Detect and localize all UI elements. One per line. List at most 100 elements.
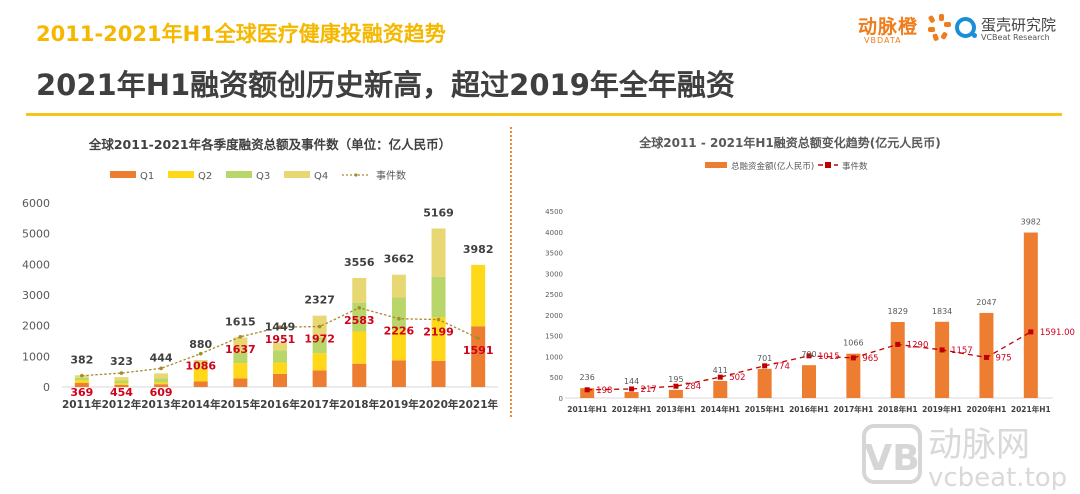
events-point (159, 366, 163, 371)
x-tick-label: 2013年H1 (656, 404, 696, 414)
x-tick-label: 2015年H1 (745, 404, 785, 414)
bar-value-label: 1066 (843, 339, 863, 348)
total-label: 323 (110, 355, 133, 368)
events-value-label: 1015 (818, 352, 840, 362)
events-value-label: 975 (995, 353, 1011, 363)
events-value-label: 217 (641, 385, 657, 395)
events-label: 609 (150, 386, 173, 399)
x-tick-label: 2016年 (260, 398, 300, 411)
x-tick-label: 2012年H1 (612, 404, 652, 414)
x-tick-label: 2020年H1 (967, 404, 1007, 414)
vcbeat-logo-cn: 蛋壳研究院 (981, 16, 1057, 34)
bar-funding (935, 321, 950, 398)
x-tick-label: 2014年 (181, 398, 221, 411)
x-tick-label: 2017年H1 (833, 404, 873, 414)
bar-segment-q2 (114, 383, 129, 385)
events-label: 1591 (463, 344, 494, 357)
y-tick-label: 5000 (22, 228, 50, 241)
chart-legend: Q1 Q2 Q3 Q4 事件数 (110, 169, 406, 182)
events-point (278, 325, 282, 329)
bar-segment-q3 (273, 350, 287, 363)
legend-swatch-q2 (168, 171, 194, 178)
events-point (119, 371, 124, 375)
events-line-path (81, 307, 479, 377)
events-point (317, 324, 322, 329)
bar-value-label: 1829 (888, 307, 908, 316)
quarterly-funding-chart: 全球2011-2021年各季度融资总额及事件数（单位：亿人民币） Q1 Q2 Q3 Q… (22, 137, 499, 411)
legend-swatch-q4 (284, 171, 310, 178)
bar-value-label: 790 (801, 350, 816, 359)
bar-segment-q2 (74, 380, 89, 384)
data-labels: 382 323 444 880 1615 1449 2327 3556 3662 5169 3982… (70, 206, 493, 399)
events-value-label: 774 (774, 362, 790, 372)
legend-label-funding: 总融资金额(亿人民币) (731, 161, 814, 172)
y-tick-label: 3000 (545, 270, 563, 278)
x-tick-label: 2019年 (379, 398, 419, 411)
x-tick-label: 2021年H1 (1011, 404, 1051, 414)
watermark-mark-icon (862, 424, 922, 484)
total-label: 3982 (463, 243, 494, 256)
y-axis: 0 500 1000 1500 2000 2500 3000 3500 4000 4500 (545, 208, 563, 403)
events-point (629, 386, 635, 392)
bar-segment-q4 (193, 360, 208, 368)
bar-segment-q2 (273, 362, 287, 374)
legend-marker-events (354, 173, 358, 177)
data-labels: 236 144 195 411 701 790 1066 1829 1834 2047 3982 19… (580, 218, 1075, 396)
y-tick-label: 500 (550, 374, 563, 382)
x-axis: 2011年 2012年 2013年 2014年 2015年 2016年 2017年 2018年… (62, 398, 499, 411)
y-tick-label: 2500 (545, 291, 563, 299)
bar-segment-q2 (193, 367, 208, 382)
legend-label-q4: Q4 (314, 171, 328, 182)
events-point (476, 336, 480, 341)
bar-value-label: 411 (713, 366, 728, 375)
bar-funding (624, 392, 639, 398)
x-tick-label: 2020年 (419, 398, 459, 411)
bar-value-label: 195 (668, 375, 683, 384)
bar-funding (1023, 232, 1038, 398)
x-tick-label: 2014年H1 (700, 404, 740, 414)
chart-title: 全球2011-2021年各季度融资总额及事件数（单位：亿人民币） (88, 137, 451, 152)
bar-segment-q2 (391, 329, 406, 361)
legend-label-events: 事件数 (376, 169, 406, 182)
bar-segment-q3 (431, 276, 446, 318)
events-point (895, 341, 901, 347)
total-label: 3662 (384, 253, 415, 266)
bar-segment-q1 (114, 384, 129, 387)
events-point (673, 383, 679, 389)
bar-segment-q2 (471, 264, 486, 327)
events-point (238, 334, 243, 339)
x-tick-label: 2016年H1 (789, 404, 829, 414)
bar-segment-q4 (154, 373, 169, 379)
events-label: 2199 (423, 326, 454, 339)
vbdata-logo-en: VBDATA (864, 36, 902, 45)
y-tick-label: 2000 (22, 320, 50, 333)
bar-segment-q1 (273, 373, 287, 387)
vcbeat-logo-en: VCBeat Research (981, 33, 1050, 42)
total-label: 2327 (304, 294, 335, 307)
events-point (397, 316, 401, 321)
bar-segment-q3 (74, 377, 89, 381)
x-axis: 2011年H1 2012年H1 2013年H1 2014年H1 2015年H1 2016年… (567, 404, 1051, 414)
events-point (436, 317, 441, 322)
events-point (983, 354, 989, 360)
events-label: 1637 (225, 343, 256, 356)
chart-title: 全球2011 - 2021年H1融资总额变化趋势(亿元人民币) (638, 135, 941, 150)
events-value-label: 1290 (907, 340, 929, 350)
bar-value-label: 144 (624, 377, 639, 386)
x-tick-label: 2019年H1 (922, 404, 962, 414)
legend-swatch-q3 (226, 171, 252, 178)
events-point (850, 355, 856, 361)
watermark-cn: 动脉网 (928, 425, 1030, 465)
total-label: 5169 (423, 206, 454, 219)
bar-segment-q4 (391, 274, 406, 298)
y-tick-label: 1000 (22, 350, 50, 363)
h1-funding-chart: 全球2011 - 2021年H1融资总额变化趋势(亿元人民币) 总融资金额(亿人… (545, 135, 1075, 414)
events-value-label: 198 (596, 386, 612, 396)
bar-funding (846, 353, 861, 398)
y-tick-label: 0 (559, 395, 563, 403)
legend-label-events: 事件数 (842, 161, 868, 172)
y-tick-label: 1500 (545, 333, 563, 341)
events-label: 1972 (304, 333, 335, 346)
vbdata-logo: 动脉橙 VBDATA (858, 12, 951, 46)
x-tick-label: 2018年H1 (878, 404, 918, 414)
